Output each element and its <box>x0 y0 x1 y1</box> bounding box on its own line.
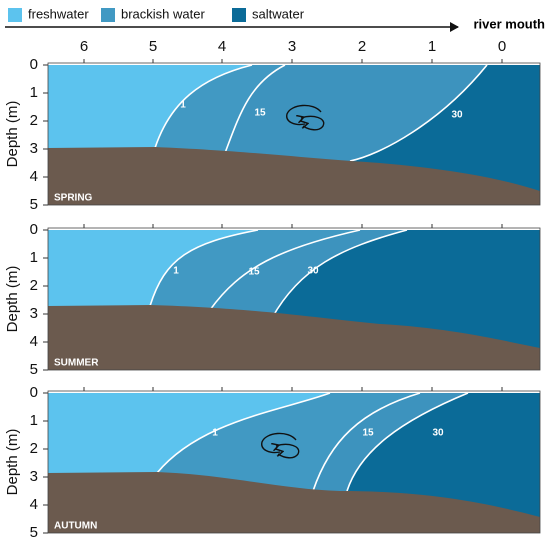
isohaline <box>156 392 331 474</box>
legend-label: brackish water <box>121 6 205 21</box>
y-tick-label: 1 <box>30 412 38 429</box>
circulation-arrow <box>261 432 297 452</box>
isohaline <box>154 64 253 149</box>
isohaline <box>209 229 361 311</box>
y-tick-label: 1 <box>30 249 38 266</box>
isohaline <box>349 64 488 162</box>
circulation-arrow <box>276 444 300 459</box>
isohaline-label: 15 <box>362 428 374 439</box>
panel-frame <box>47 390 541 534</box>
x-tick-label: 4 <box>218 38 226 55</box>
y-tick-label: 0 <box>30 384 38 401</box>
sediment <box>48 147 540 205</box>
y-tick-label: 5 <box>30 196 38 213</box>
legend-swatch <box>8 8 22 22</box>
x-tick-label: 1 <box>428 38 436 55</box>
sediment <box>48 305 540 370</box>
season-label: AUTUMN <box>54 521 97 532</box>
isohaline-label: 30 <box>451 110 463 121</box>
legend-label: freshwater <box>28 6 89 21</box>
panel-frame <box>47 62 541 206</box>
y-tick-label: 0 <box>30 56 38 73</box>
isohaline <box>346 392 469 492</box>
y-axis-label: Depth (m) <box>4 266 21 333</box>
legend-label: saltwater <box>252 6 305 21</box>
y-tick-label: 1 <box>30 84 38 101</box>
isohaline <box>271 229 408 319</box>
season-label: SPRING <box>54 193 93 204</box>
x-tick-label: 3 <box>288 38 296 55</box>
isohaline <box>312 392 421 492</box>
panel: 1 15 30 SUMMER 0 1 2 3 4 5 Depth (m) <box>4 221 541 378</box>
isohaline-label: 30 <box>432 428 444 439</box>
y-tick-label: 2 <box>30 112 38 129</box>
isohaline-label: 15 <box>254 108 266 119</box>
legend-swatch <box>232 8 246 22</box>
isohaline <box>224 64 286 154</box>
y-tick-label: 0 <box>30 221 38 238</box>
surface-strip <box>48 63 540 65</box>
y-tick-label: 5 <box>30 524 38 541</box>
panel: 1 15 30 SPRING 0 1 2 3 4 5 Depth (m) <box>4 56 541 213</box>
season-label: SUMMER <box>54 358 99 369</box>
surface-strip <box>48 391 540 393</box>
y-tick-label: 2 <box>30 440 38 457</box>
isohaline-label: 30 <box>307 266 319 277</box>
panel-frame <box>47 227 541 371</box>
x-tick-label: 0 <box>498 38 506 55</box>
y-tick-label: 3 <box>30 140 38 157</box>
isohaline-label: 1 <box>212 428 218 439</box>
circulation-arrow <box>301 116 325 131</box>
arrow-label: river mouth <box>473 16 545 31</box>
y-tick-label: 3 <box>30 468 38 485</box>
x-tick-label: 6 <box>80 38 88 55</box>
y-tick-label: 4 <box>30 168 38 185</box>
y-tick-label: 5 <box>30 361 38 378</box>
isohaline-label: 1 <box>180 100 186 111</box>
sediment <box>48 472 540 533</box>
y-axis-label: Depth (m) <box>4 101 21 168</box>
y-tick-label: 4 <box>30 333 38 350</box>
y-tick-label: 3 <box>30 305 38 322</box>
isohaline-label: 15 <box>248 267 260 278</box>
x-tick-label: 5 <box>149 38 157 55</box>
y-tick-label: 4 <box>30 496 38 513</box>
panel: 1 15 30 AUTUMN 0 1 2 3 4 5 Depth (m) <box>4 384 541 541</box>
surface-strip <box>48 228 540 230</box>
circulation-arrow <box>286 104 322 124</box>
x-tick-label: 2 <box>358 38 366 55</box>
y-tick-label: 2 <box>30 277 38 294</box>
isohaline-label: 1 <box>173 266 179 277</box>
y-axis-label: Depth (m) <box>4 429 21 496</box>
legend-swatch <box>101 8 115 22</box>
isohaline <box>149 229 259 307</box>
